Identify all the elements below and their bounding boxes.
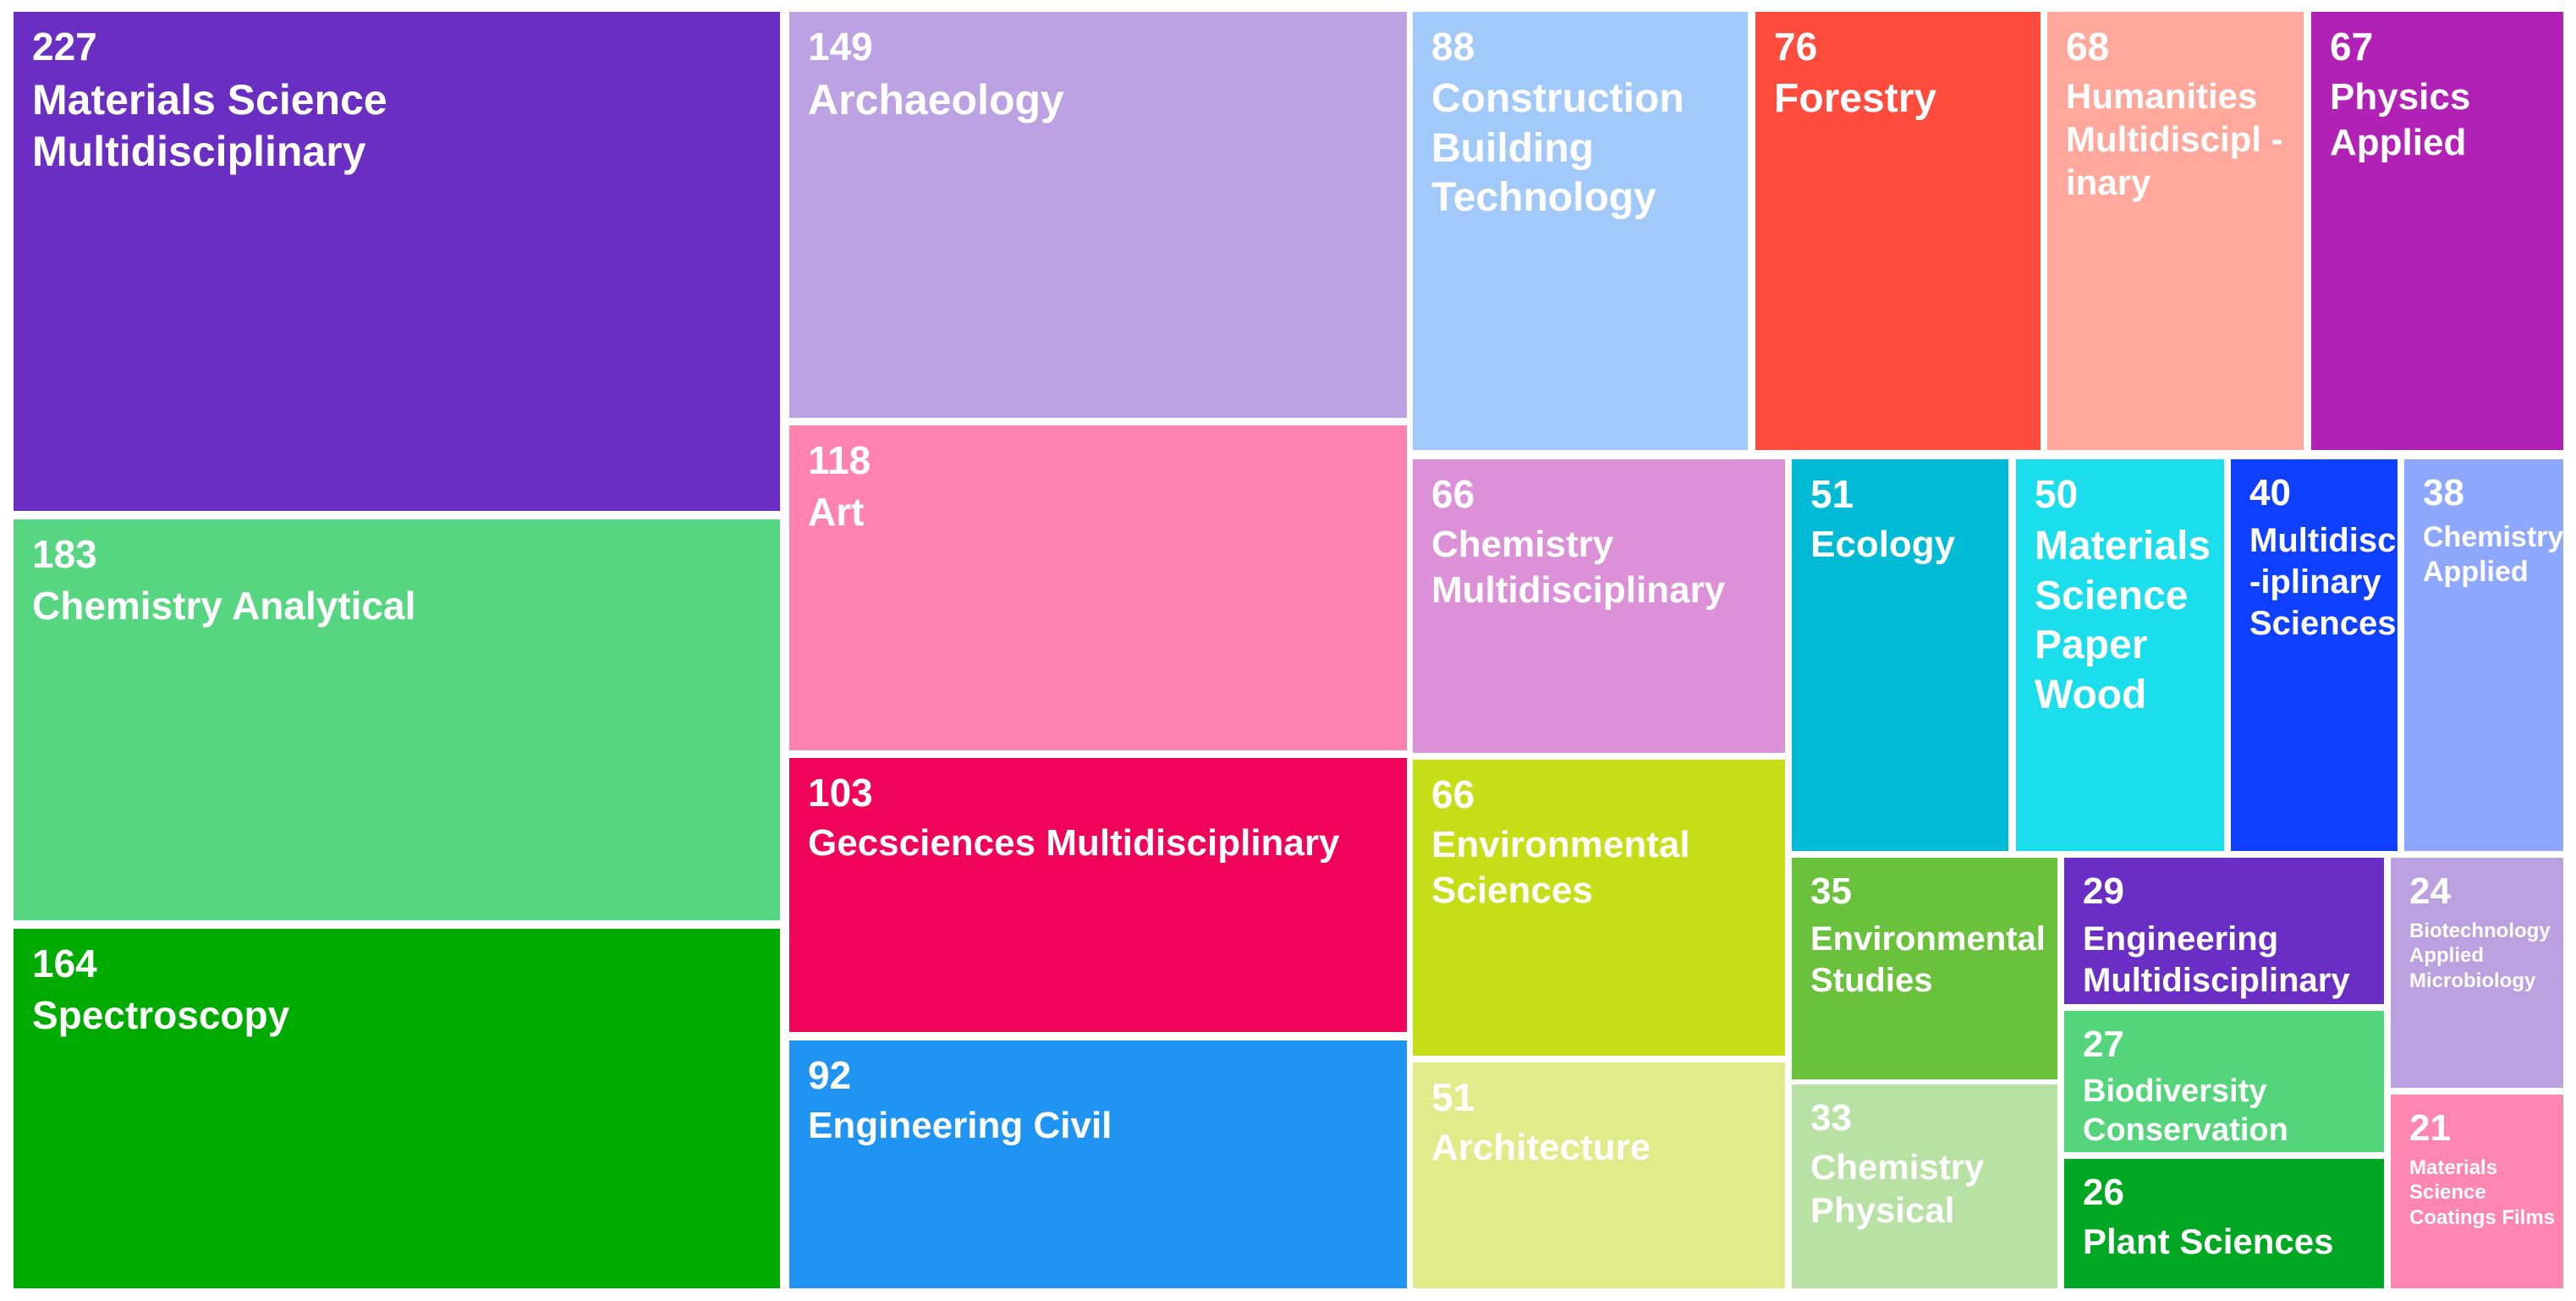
treemap-cell-plant-sciences: 26 Plant Sciences (2064, 1159, 2384, 1288)
treemap-label-construction-building-technology: Construction Building Technology (1431, 76, 1684, 221)
treemap-value-gecsciences-multidisciplinary: 103 (808, 771, 873, 815)
treemap-value-materials-science-coatings-films: 21 (2409, 1107, 2451, 1149)
treemap-value-physics-applied: 67 (2330, 25, 2374, 69)
treemap-label-chemistry-applied: Chemistry Applied (2423, 521, 2563, 589)
treemap-label-biodiversity-conservation: Biodiversity Conservation (2083, 1073, 2288, 1149)
treemap-value-architecture: 51 (1431, 1075, 1475, 1119)
treemap-cell-biodiversity-conservation: 27 Biodiversity Conservation (2064, 1011, 2384, 1152)
treemap-label-materials-science-coatings-films: Materials Science Coatings Films (2409, 1156, 2556, 1229)
treemap-value-chemistry-multidisciplinary: 66 (1431, 472, 1475, 516)
treemap-value-ecology: 51 (1810, 472, 1854, 516)
treemap-cell-gecsciences-multidisciplinary: 103 Gecsciences Multidisciplinary (789, 758, 1407, 1032)
treemap-cell-multidisc-iplinary-sciences: 40 Multidisc -iplinary Sciences (2231, 459, 2397, 851)
treemap-cell-chemistry-analytical: 183 Chemistry Analytical (14, 519, 780, 920)
treemap-cell-humanities-multidiscipl-inary: 68 Humanities Multidiscipl -inary (2047, 12, 2304, 450)
treemap-label-gecsciences-multidisciplinary: Gecsciences Multidisciplinary (808, 822, 1340, 864)
treemap-label-forestry: Forestry (1774, 76, 1937, 121)
treemap-cell-chemistry-multidisciplinary: 66 Chemistry Multidisciplinary (1413, 459, 1785, 753)
treemap-label-biotechnology-applied-microbiology: Biotechnology Applied Microbiology (2409, 919, 2551, 992)
treemap-label-engineering-multidisciplinary: Engineering Multidisciplinary (2083, 920, 2350, 999)
treemap-cell-materials-science-coatings-films: 21 Materials Science Coatings Films (2391, 1095, 2563, 1288)
treemap-label-archaeology: Archaeology (808, 76, 1064, 124)
treemap-value-materials-science-multidisciplinary: 227 (32, 25, 97, 69)
treemap-label-architecture: Architecture (1431, 1127, 1651, 1168)
treemap-cell-materials-science-paper-wood: 50 Materials Science Paper Wood (2016, 459, 2224, 851)
treemap-value-engineering-multidisciplinary: 29 (2083, 870, 2124, 912)
treemap-cell-chemistry-applied: 38 Chemistry Applied (2404, 459, 2563, 851)
treemap-cell-chemistry-physical: 33 Chemistry Physical (1792, 1084, 2057, 1288)
treemap-label-environmental-studies: Environmental Studies (1810, 920, 2046, 999)
treemap-label-chemistry-analytical: Chemistry Analytical (32, 584, 416, 628)
treemap-value-chemistry-analytical: 183 (32, 532, 97, 576)
treemap-value-engineering-civil: 92 (808, 1053, 852, 1097)
treemap-value-art: 118 (808, 438, 871, 482)
treemap-label-engineering-civil: Engineering Civil (808, 1105, 1112, 1146)
treemap-label-ecology: Ecology (1810, 524, 1956, 565)
treemap-value-spectroscopy: 164 (32, 941, 97, 985)
treemap-label-multidisc-iplinary-sciences: Multidisc -iplinary Sciences (2249, 522, 2397, 642)
treemap-cell-archaeology: 149 Archaeology (789, 12, 1407, 418)
treemap-value-humanities-multidiscipl-inary: 68 (2066, 25, 2110, 69)
treemap-cell-forestry: 76 Forestry (1755, 12, 2040, 450)
treemap-cell-engineering-civil: 92 Engineering Civil (789, 1040, 1407, 1288)
treemap-value-forestry: 76 (1774, 25, 1818, 69)
treemap-label-chemistry-physical: Chemistry Physical (1810, 1147, 1985, 1231)
treemap-value-biodiversity-conservation: 27 (2083, 1024, 2124, 1065)
treemap-value-chemistry-physical: 33 (1810, 1097, 1852, 1139)
treemap-label-materials-science-multidisciplinary: Materials Science Multidisciplinary (32, 76, 387, 175)
treemap-cell-ecology: 51 Ecology (1792, 459, 2008, 851)
treemap-cell-architecture: 51 Architecture (1413, 1062, 1785, 1288)
treemap-label-spectroscopy: Spectroscopy (32, 993, 290, 1037)
treemap-value-materials-science-paper-wood: 50 (2035, 472, 2079, 516)
treemap-cell-biotechnology-applied-microbiology: 24 Biotechnology Applied Microbiology (2391, 858, 2563, 1088)
treemap-cell-art: 118 Art (789, 425, 1407, 750)
treemap-label-plant-sciences: Plant Sciences (2083, 1221, 2334, 1261)
treemap-cell-materials-science-multidisciplinary: 227 Materials Science Multidisciplinary (14, 12, 780, 511)
treemap-value-environmental-sciences: 66 (1431, 772, 1475, 816)
treemap-cell-construction-building-technology: 88 Construction Building Technology (1413, 12, 1748, 450)
treemap-value-plant-sciences: 26 (2083, 1172, 2124, 1213)
treemap-label-humanities-multidiscipl-inary: Humanities Multidiscipl -inary (2066, 76, 2283, 203)
treemap-value-biotechnology-applied-microbiology: 24 (2409, 870, 2451, 912)
treemap-cell-engineering-multidisciplinary: 29 Engineering Multidisciplinary (2064, 858, 2384, 1004)
treemap-value-construction-building-technology: 88 (1431, 25, 1475, 69)
treemap-label-art: Art (808, 490, 865, 534)
treemap-cell-environmental-sciences: 66 Environmental Sciences (1413, 760, 1785, 1056)
treemap-label-chemistry-multidisciplinary: Chemistry Multidisciplinary (1431, 524, 1726, 611)
treemap-value-chemistry-applied: 38 (2423, 472, 2464, 513)
treemap-cell-environmental-studies: 35 Environmental Studies (1792, 858, 2057, 1079)
treemap-value-multidisc-iplinary-sciences: 40 (2249, 472, 2291, 513)
treemap-label-materials-science-paper-wood: Materials Science Paper Wood (2035, 524, 2211, 717)
treemap-label-physics-applied: Physics Applied (2330, 76, 2471, 163)
treemap-label-environmental-sciences: Environmental Sciences (1431, 824, 1690, 911)
treemap-cell-physics-applied: 67 Physics Applied (2311, 12, 2563, 450)
treemap-value-archaeology: 149 (808, 25, 873, 69)
treemap-value-environmental-studies: 35 (1810, 870, 1852, 912)
treemap-cell-spectroscopy: 164 Spectroscopy (14, 929, 780, 1288)
